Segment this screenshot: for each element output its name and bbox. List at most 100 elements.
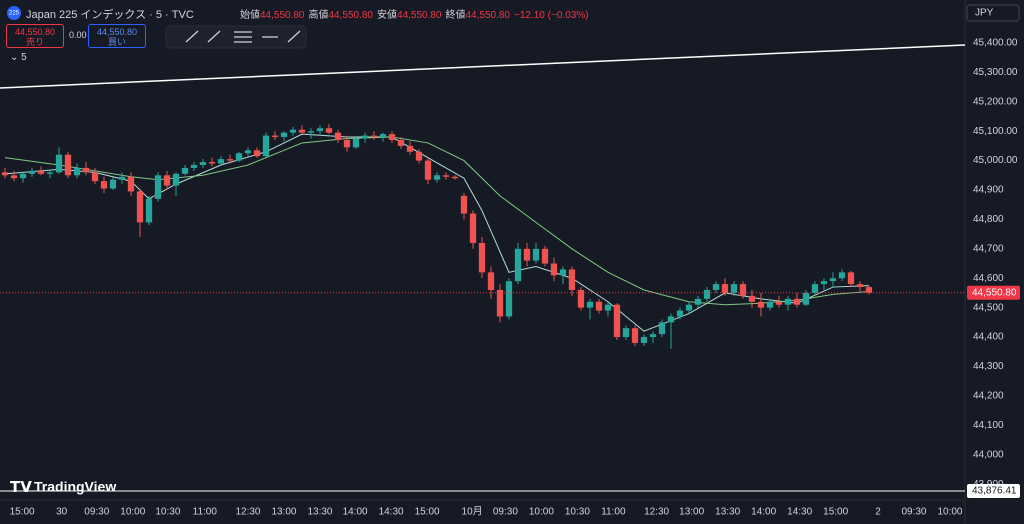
y-tick-label: 45,000.00 <box>973 155 1018 166</box>
ohlc-value: 44,550.80 <box>328 10 374 21</box>
candle-body <box>352 138 360 148</box>
candle-body <box>487 272 495 290</box>
candle-body <box>532 248 540 261</box>
ohlc-value: 44,550.80 <box>397 10 442 21</box>
last-price-line-label: 44,550.80 <box>972 287 1017 298</box>
candle-body <box>496 290 504 317</box>
candle-body <box>829 278 837 282</box>
last-price-line-tag <box>967 285 1020 300</box>
candle-body <box>595 301 603 311</box>
candle-body <box>361 135 369 139</box>
candle-body <box>154 175 162 199</box>
candle-body <box>703 290 711 299</box>
buy-button[interactable]: 44,550.80 買い <box>88 24 146 48</box>
x-tick-label: 11:00 <box>601 507 626 518</box>
candle-body <box>91 172 99 182</box>
currency[interactable]: JPY <box>975 8 994 19</box>
base-line-tag <box>967 484 1020 499</box>
candle-body <box>271 135 279 138</box>
y-tick-label: 44,300 <box>973 361 1004 372</box>
candle-body <box>370 135 378 138</box>
candle-body <box>568 269 576 290</box>
candle-body <box>694 298 702 305</box>
candle-body <box>316 128 324 132</box>
candle-body <box>649 334 657 338</box>
candle-body <box>424 160 432 180</box>
candle-body <box>244 150 252 154</box>
y-tick-label: 45,300.00 <box>973 67 1018 78</box>
brand: 𝗧𝗩 <box>10 479 32 496</box>
candle-body <box>172 173 180 186</box>
candle-body <box>802 292 810 305</box>
candle-body <box>658 322 666 335</box>
moving-average <box>4 133 869 332</box>
candle-body <box>127 176 135 192</box>
ohlc-value: 44,550.80 <box>260 10 305 21</box>
x-tick-label: 14:30 <box>379 507 404 518</box>
candle-body <box>586 301 594 308</box>
x-tick-label: 10:00 <box>937 507 962 518</box>
candle-body <box>739 284 747 296</box>
y-tick-label: 44,100 <box>973 420 1004 431</box>
ohlc-value: 44,550.80 <box>465 10 511 21</box>
symbol-title[interactable]: Japan 225 インデックス · 5 · TVC <box>26 9 194 21</box>
buy-label: 買い <box>107 37 126 47</box>
candle-body <box>460 195 468 214</box>
candle-body <box>28 170 36 174</box>
x-tick-label: 11:00 <box>193 507 218 518</box>
candle-body <box>109 179 117 189</box>
brand: TradingView <box>34 479 116 495</box>
candle-body <box>73 167 81 176</box>
x-tick-label: 13:30 <box>715 507 740 518</box>
y-tick-label: 45,400.00 <box>973 38 1018 49</box>
x-tick-label: 09:30 <box>84 507 109 518</box>
candle-body <box>100 181 108 189</box>
x-tick-label: 10月 <box>462 506 483 518</box>
base-line-label: 43,876.41 <box>972 486 1017 497</box>
x-tick-label: 30 <box>56 507 68 518</box>
candle-body <box>631 328 639 343</box>
y-tick-label: 44,700 <box>973 243 1004 254</box>
ohlc-label: 終値 <box>445 10 466 21</box>
candle-body <box>37 170 45 174</box>
candle-body <box>262 135 270 157</box>
candle-body <box>640 337 648 343</box>
candle-body <box>433 175 441 180</box>
candle-body <box>775 301 783 305</box>
candle-body <box>19 173 27 179</box>
candle-body <box>397 140 405 146</box>
candle-body <box>685 304 693 311</box>
currency-button[interactable] <box>966 4 1020 22</box>
candle-body <box>523 248 531 261</box>
x-tick-label: 10:00 <box>529 507 554 518</box>
candle-body <box>325 128 333 133</box>
spread: 0.00 <box>69 30 87 40</box>
trend-line <box>0 44 966 89</box>
toolbar-icons[interactable] <box>185 30 301 43</box>
candle-body <box>550 263 558 276</box>
candle-body <box>145 198 153 223</box>
candle-body <box>847 272 855 285</box>
candle-body <box>766 301 774 308</box>
candle-body <box>253 150 261 157</box>
candle-body <box>199 162 207 165</box>
symbol-badge <box>7 6 21 20</box>
candle-body <box>757 301 765 308</box>
plot-area <box>0 44 966 492</box>
sell-button[interactable]: 44,550.80 売り <box>6 24 64 48</box>
candle-body <box>748 295 756 302</box>
candle-body <box>541 248 549 264</box>
candle-body <box>181 167 189 174</box>
candle-body <box>838 272 846 279</box>
sell-price: 44,550.80 <box>14 27 56 37</box>
indicator-toggle[interactable]: ⌄ 5 <box>10 52 27 63</box>
x-tick-label: 14:00 <box>751 507 776 518</box>
x-tick-label: 14:30 <box>787 507 812 518</box>
candle-body <box>289 129 297 133</box>
symbol-badge-text: 225 <box>9 11 20 17</box>
candle-body <box>712 284 720 290</box>
y-tick-label: 44,900 <box>973 185 1004 196</box>
x-tick-label: 13:00 <box>679 507 704 518</box>
